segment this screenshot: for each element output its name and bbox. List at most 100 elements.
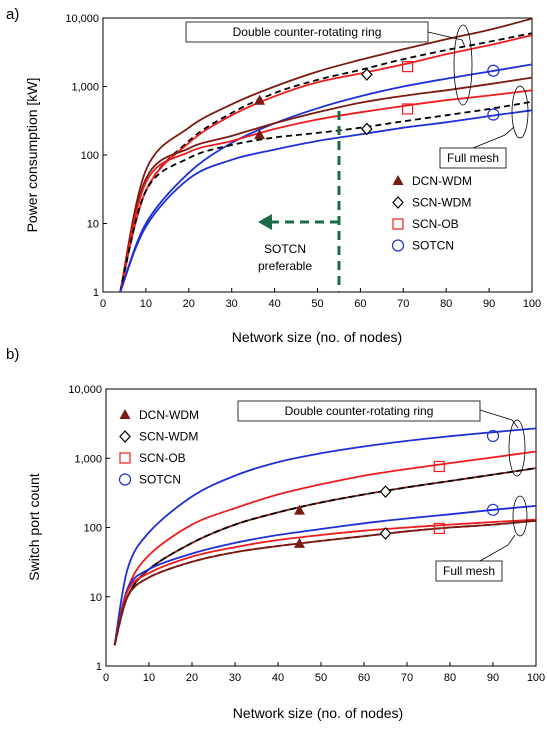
series-line-sotcn-double-counter-rotating-ring bbox=[119, 63, 533, 293]
preferable-arrow-head bbox=[258, 214, 272, 230]
x-tick-label: 40 bbox=[272, 672, 284, 684]
ring-bracket-b bbox=[508, 419, 526, 477]
ring-label-a: Double counter-rotating ring bbox=[233, 25, 382, 39]
x-tick-label: 70 bbox=[397, 298, 409, 310]
panel-label-b: b) bbox=[6, 346, 19, 363]
legend-label-dcn-wdm: DCN-WDM bbox=[139, 408, 199, 422]
series-line-scn-ob-full-mesh bbox=[113, 518, 537, 646]
marker-dcn-wdm bbox=[294, 537, 305, 548]
legend-marker-sotcn bbox=[391, 239, 405, 252]
legend-label-sotcn: SOTCN bbox=[412, 239, 454, 253]
x-tick-label: 90 bbox=[483, 298, 495, 310]
x-tick-label: 60 bbox=[354, 298, 366, 310]
x-tick-label: 90 bbox=[487, 672, 499, 684]
marker-dcn-wdm bbox=[294, 504, 305, 515]
y-axis-label-a: Power consumption [kW] bbox=[24, 78, 40, 233]
series-line-sotcn-double-counter-rotating-ring bbox=[113, 427, 537, 646]
marker-sotcn bbox=[486, 429, 500, 443]
legend-label-scn-wdm: SCN-WDM bbox=[412, 196, 471, 210]
x-tick-label: 60 bbox=[358, 672, 370, 684]
ring-label-leader-a bbox=[427, 31, 466, 48]
legend-label-sotcn: SOTCN bbox=[139, 473, 181, 487]
x-tick-label: 50 bbox=[311, 298, 323, 310]
legend-marker-dcn-wdm bbox=[392, 175, 404, 185]
marker-dcn-wdm bbox=[254, 94, 266, 105]
y-tick-label: 10,000 bbox=[68, 384, 102, 396]
series-line-scn-wdm-double-counter-rotating-ring bbox=[113, 467, 537, 646]
chart-b: b) Switch port count Network size (no. o… bbox=[6, 346, 545, 721]
x-tick-label: 20 bbox=[186, 672, 198, 684]
marker-scn-ob bbox=[401, 61, 414, 73]
x-tick-label: 30 bbox=[226, 298, 238, 310]
marker-dcn-wdm bbox=[254, 129, 266, 140]
series-line-scn-wdm-full-mesh bbox=[119, 100, 533, 293]
x-tick-label: 0 bbox=[100, 298, 106, 310]
x-tick-label: 10 bbox=[143, 672, 155, 684]
x-tick-label: 30 bbox=[229, 672, 241, 684]
y-tick-label: 1,000 bbox=[71, 82, 99, 94]
marker-scn-wdm bbox=[361, 122, 373, 136]
y-tick-label: 1 bbox=[93, 287, 99, 299]
x-tick-label: 100 bbox=[527, 672, 545, 684]
marker-scn-ob bbox=[433, 460, 445, 473]
ring-label-box-b bbox=[237, 400, 481, 422]
series-line-dcn-wdm-full-mesh bbox=[113, 519, 537, 646]
marker-sotcn bbox=[487, 64, 500, 77]
series-line-scn-ob-full-mesh bbox=[119, 89, 533, 293]
ring-label-b: Double counter-rotating ring bbox=[285, 404, 434, 418]
chart-a: a) Power consumption [kW] Network size (… bbox=[6, 6, 541, 345]
marker-scn-ob bbox=[433, 522, 445, 535]
y-tick-label: 1,000 bbox=[74, 453, 102, 465]
legend-label-scn-ob: SCN-OB bbox=[139, 451, 186, 465]
marker-scn-ob bbox=[401, 103, 414, 115]
x-tick-label: 10 bbox=[140, 298, 152, 310]
legend-a: DCN-WDM SCN-WDM SCN-OB SOTCN bbox=[391, 174, 472, 253]
preferable-text-1: SOTCN bbox=[264, 242, 306, 256]
x-tick-label: 20 bbox=[183, 298, 195, 310]
ring-bracket-a bbox=[453, 24, 473, 106]
y-tick-label: 10 bbox=[90, 592, 102, 604]
series-line-dcn-wdm-double-counter-rotating-ring bbox=[113, 467, 537, 646]
x-tick-label: 40 bbox=[268, 298, 280, 310]
x-tick-label: 100 bbox=[523, 298, 541, 310]
legend-marker-scn-ob bbox=[119, 452, 131, 464]
legend-b: DCN-WDM SCN-WDM SCN-OB SOTCN bbox=[118, 408, 199, 487]
y-tick-label: 10,000 bbox=[65, 13, 99, 25]
y-tick-label: 100 bbox=[84, 523, 102, 535]
marker-scn-wdm bbox=[379, 485, 392, 498]
y-tick-label: 1 bbox=[96, 661, 102, 673]
legend-label-dcn-wdm: DCN-WDM bbox=[412, 174, 472, 188]
mesh-label-leader-b bbox=[479, 534, 516, 562]
legend-label-scn-wdm: SCN-WDM bbox=[139, 430, 198, 444]
legend-marker-sotcn bbox=[118, 473, 132, 486]
mesh-label-box-b bbox=[435, 560, 503, 582]
series-line-sotcn-full-mesh bbox=[113, 505, 537, 646]
legend-marker-dcn-wdm bbox=[119, 409, 131, 419]
mesh-label-b: Full mesh bbox=[443, 564, 495, 578]
mesh-label-leader-a bbox=[472, 126, 515, 149]
mesh-bracket-a bbox=[511, 85, 529, 139]
preferable-text-2: preferable bbox=[258, 259, 312, 273]
series-line-scn-ob-double-counter-rotating-ring bbox=[119, 34, 533, 293]
mesh-bracket-b bbox=[512, 495, 528, 537]
y-axis-label-b: Switch port count bbox=[26, 473, 42, 580]
x-tick-label: 0 bbox=[103, 672, 109, 684]
x-tick-label: 50 bbox=[315, 672, 327, 684]
x-axis-label-b: Network size (no. of nodes) bbox=[233, 705, 403, 721]
legend-marker-scn-wdm bbox=[392, 196, 404, 209]
ring-label-leader-b bbox=[479, 409, 519, 429]
series-line-scn-ob-double-counter-rotating-ring bbox=[113, 450, 537, 646]
x-axis-label-a: Network size (no. of nodes) bbox=[232, 329, 402, 345]
marker-sotcn bbox=[486, 503, 500, 516]
marker-scn-wdm bbox=[379, 527, 392, 540]
legend-marker-scn-ob bbox=[392, 218, 404, 230]
legend-label-scn-ob: SCN-OB bbox=[412, 217, 459, 231]
y-tick-label: 100 bbox=[81, 150, 99, 162]
series-line-dcn-wdm-double-counter-rotating-ring bbox=[119, 17, 533, 293]
y-tick-label: 10 bbox=[87, 219, 99, 231]
marker-scn-wdm bbox=[361, 68, 373, 81]
series-line-scn-wdm-full-mesh bbox=[113, 519, 537, 646]
x-tick-label: 80 bbox=[440, 298, 452, 310]
legend-marker-scn-wdm bbox=[119, 430, 131, 443]
